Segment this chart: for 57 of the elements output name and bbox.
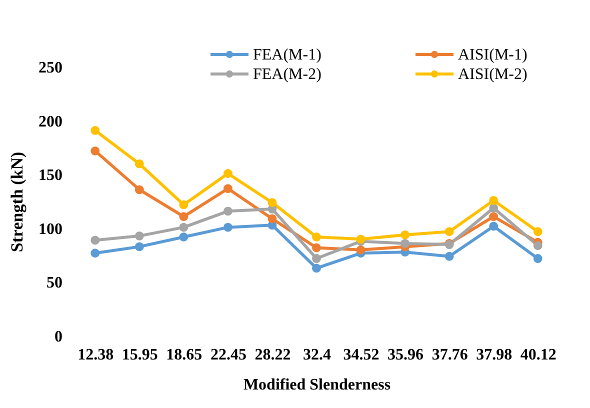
point [223, 206, 232, 216]
point [533, 254, 542, 263]
legend-label: AISI(M-2) [458, 66, 528, 83]
point [179, 222, 188, 232]
point [179, 232, 188, 242]
y-tick-label: 200 [38, 113, 62, 130]
point [134, 185, 144, 194]
point [90, 236, 100, 245]
point [90, 126, 100, 135]
x-tick-label: 12.38 [78, 346, 114, 364]
x-tick-label: 35.96 [388, 346, 424, 364]
y-tick-label: 250 [38, 60, 62, 76]
point [134, 242, 144, 252]
legend-label: FEA(M-1) [253, 46, 322, 64]
x-tick-label: 18.65 [166, 346, 202, 364]
x-axis-title: Modified Slenderness [243, 376, 391, 394]
point [312, 243, 321, 252]
point [268, 214, 277, 224]
y-tick-label: 100 [38, 220, 62, 238]
y-axis-title: Strength (kN) [8, 152, 26, 252]
y-tick-label: 0 [54, 328, 62, 346]
x-tick-label: 15.95 [122, 346, 158, 364]
point [312, 264, 321, 273]
point [134, 231, 144, 240]
point [134, 159, 144, 168]
point [533, 227, 542, 236]
point [179, 212, 188, 222]
point [179, 200, 188, 210]
point [223, 169, 232, 178]
x-tick-label: 22.45 [210, 346, 246, 364]
x-tick-label: 37.76 [432, 346, 468, 364]
point [444, 252, 454, 261]
point [223, 222, 232, 232]
point [489, 196, 498, 205]
point [223, 184, 232, 194]
point [489, 203, 498, 212]
point [489, 212, 498, 222]
point [444, 227, 454, 236]
point [489, 222, 498, 231]
point [312, 232, 321, 242]
x-tick-label: 28.22 [254, 346, 291, 364]
y-tick-label: 50 [46, 274, 62, 292]
x-tick-label: 37.98 [476, 346, 512, 364]
legend-label: FEA(M-2) [253, 66, 322, 83]
point [400, 239, 410, 248]
point [533, 241, 542, 250]
point [90, 248, 100, 258]
x-tick-label: 34.52 [343, 346, 380, 364]
x-tick-label: 32.4 [303, 346, 331, 364]
point [356, 245, 366, 254]
point [400, 230, 410, 240]
legend-label: AISI(M-1) [458, 46, 528, 64]
x-tick-label: 40.12 [520, 346, 556, 364]
point [312, 254, 321, 263]
point [268, 198, 277, 208]
y-tick-label: 150 [38, 167, 62, 184]
point [90, 146, 100, 156]
